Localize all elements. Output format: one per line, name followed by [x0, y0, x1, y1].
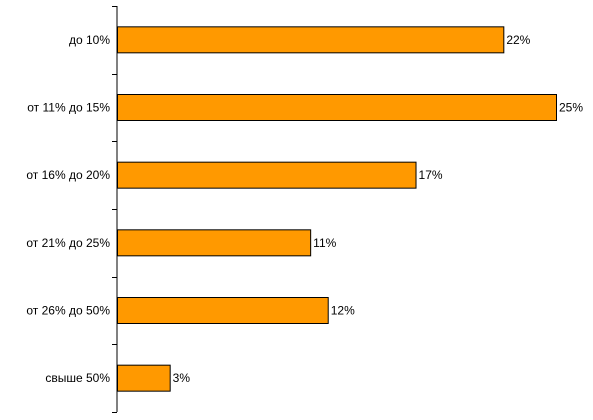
data-label: 3%: [173, 371, 191, 385]
category-label: от 11% до 15%: [27, 101, 110, 115]
category-label: от 26% до 50%: [26, 304, 110, 318]
bar: [117, 364, 171, 392]
category-label: до 10%: [69, 33, 110, 47]
bar: [117, 94, 557, 121]
data-label: 11%: [313, 236, 336, 250]
bar: [117, 297, 329, 324]
data-label: 25%: [559, 101, 583, 115]
category-label: от 21% до 25%: [26, 236, 110, 250]
category-label: от 16% до 20%: [26, 168, 110, 182]
bar: [117, 229, 312, 257]
data-label: 22%: [506, 33, 530, 47]
axis-layer: [112, 6, 118, 413]
bar: [117, 161, 417, 189]
bars-layer: [117, 26, 557, 392]
bar: [117, 26, 505, 54]
category-label: свыше 50%: [45, 371, 110, 385]
labels-layer: до 10% 22% от 11% до 15% 25% от 16% до 20% 17…: [26, 33, 583, 385]
data-label: 12%: [331, 304, 355, 318]
data-label: 17%: [419, 168, 443, 182]
